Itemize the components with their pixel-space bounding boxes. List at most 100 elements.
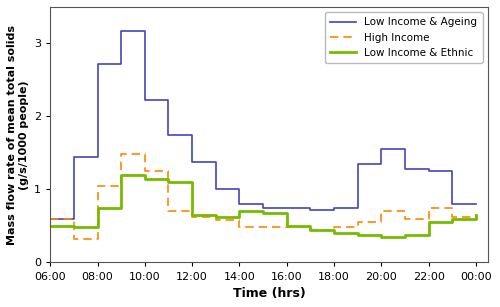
High Income xyxy=(319,228,325,231)
Low Income & Ageing xyxy=(71,155,77,158)
High Income xyxy=(343,226,349,229)
Low Income & Ageing xyxy=(82,155,88,158)
High Income xyxy=(48,217,54,220)
High Income xyxy=(166,209,172,213)
Low Income & Ageing xyxy=(106,62,112,66)
Low Income & Ageing xyxy=(402,167,408,171)
High Income xyxy=(201,216,207,219)
High Income xyxy=(284,226,290,229)
Low Income & Ethnic xyxy=(378,235,384,239)
High Income xyxy=(331,226,337,229)
High Income xyxy=(130,153,136,156)
Low Income & Ageing xyxy=(260,206,266,210)
High Income xyxy=(402,217,408,220)
Low Income & Ethnic xyxy=(201,213,207,217)
Low Income & Ethnic xyxy=(71,226,77,229)
Low Income & Ethnic xyxy=(260,211,266,215)
Low Income & Ageing xyxy=(284,206,290,210)
Low Income & Ethnic xyxy=(449,217,455,220)
Low Income & Ageing xyxy=(272,206,278,210)
High Income xyxy=(236,226,242,229)
Low Income & Ageing xyxy=(201,160,207,164)
High Income xyxy=(449,216,455,219)
Low Income & Ethnic xyxy=(166,180,172,184)
Low Income & Ageing xyxy=(224,188,230,191)
High Income xyxy=(106,184,112,188)
High Income xyxy=(142,169,148,173)
Low Income & Ethnic xyxy=(402,233,408,237)
Low Income & Ageing xyxy=(213,188,219,191)
Low Income & Ethnic xyxy=(354,233,360,237)
High Income xyxy=(224,218,230,222)
High Income xyxy=(82,237,88,241)
High Income xyxy=(94,184,100,188)
Low Income & Ethnic xyxy=(59,224,65,228)
High Income xyxy=(118,153,124,156)
Low Income & Ethnic xyxy=(414,233,420,237)
Low Income & Ethnic xyxy=(461,217,467,220)
Low Income & Ageing xyxy=(331,206,337,210)
Y-axis label: Mass flow rate of mean total solids
(g/s/1000 people): Mass flow rate of mean total solids (g/s… xyxy=(7,25,28,245)
Low Income & Ethnic xyxy=(213,216,219,219)
Low Income & Ageing xyxy=(154,99,160,102)
Low Income & Ageing xyxy=(308,208,314,212)
Low Income & Ethnic xyxy=(118,173,124,177)
High Income xyxy=(426,206,432,210)
Low Income & Ethnic xyxy=(272,211,278,215)
Low Income & Ethnic xyxy=(142,177,148,180)
Low Income & Ethnic xyxy=(189,213,195,217)
High Income xyxy=(366,220,372,224)
Low Income & Ethnic xyxy=(106,206,112,210)
High Income xyxy=(213,218,219,222)
High Income xyxy=(189,216,195,219)
Low Income & Ageing xyxy=(378,147,384,151)
High Income xyxy=(414,217,420,220)
Low Income & Ethnic xyxy=(248,209,254,213)
Low Income & Ageing xyxy=(48,217,54,220)
Low Income & Ageing xyxy=(426,169,432,173)
Low Income & Ageing xyxy=(354,162,360,166)
High Income xyxy=(71,237,77,241)
Low Income & Ethnic xyxy=(48,224,54,228)
Low Income & Ageing xyxy=(189,160,195,164)
Low Income & Ethnic xyxy=(319,228,325,231)
High Income xyxy=(378,209,384,213)
Low Income & Ethnic xyxy=(473,213,479,217)
Low Income & Ethnic xyxy=(308,228,314,231)
High Income xyxy=(390,209,396,213)
Low Income & Ethnic xyxy=(343,231,349,235)
Low Income & Ageing xyxy=(366,162,372,166)
Low Income & Ethnic xyxy=(236,209,242,213)
Low Income & Ethnic xyxy=(224,216,230,219)
Low Income & Ethnic xyxy=(94,206,100,210)
High Income xyxy=(461,216,467,219)
High Income xyxy=(438,206,444,210)
High Income xyxy=(473,213,479,217)
Low Income & Ethnic xyxy=(331,231,337,235)
Low Income & Ageing xyxy=(296,206,302,210)
High Income xyxy=(296,226,302,229)
Low Income & Ageing xyxy=(319,208,325,212)
Low Income & Ethnic xyxy=(426,220,432,224)
Low Income & Ageing xyxy=(449,202,455,206)
Low Income & Ethnic xyxy=(82,226,88,229)
High Income xyxy=(308,228,314,231)
Low Income & Ageing xyxy=(178,133,184,137)
Low Income & Ageing xyxy=(438,169,444,173)
High Income xyxy=(248,226,254,229)
Low Income & Ageing xyxy=(248,202,254,206)
Low Income & Ethnic xyxy=(438,220,444,224)
Low Income & Ageing xyxy=(166,133,172,137)
Low Income & Ethnic xyxy=(284,224,290,228)
Low Income & Ethnic xyxy=(390,235,396,239)
Low Income & Ageing xyxy=(118,29,124,33)
Low Income & Ethnic xyxy=(154,177,160,180)
High Income xyxy=(154,169,160,173)
High Income xyxy=(59,217,65,220)
Low Income & Ageing xyxy=(130,29,136,33)
Line: High Income: High Income xyxy=(50,154,476,239)
Low Income & Ethnic xyxy=(178,180,184,184)
Low Income & Ageing xyxy=(414,167,420,171)
Legend: Low Income & Ageing, High Income, Low Income & Ethnic: Low Income & Ageing, High Income, Low In… xyxy=(324,12,482,63)
Low Income & Ageing xyxy=(142,99,148,102)
